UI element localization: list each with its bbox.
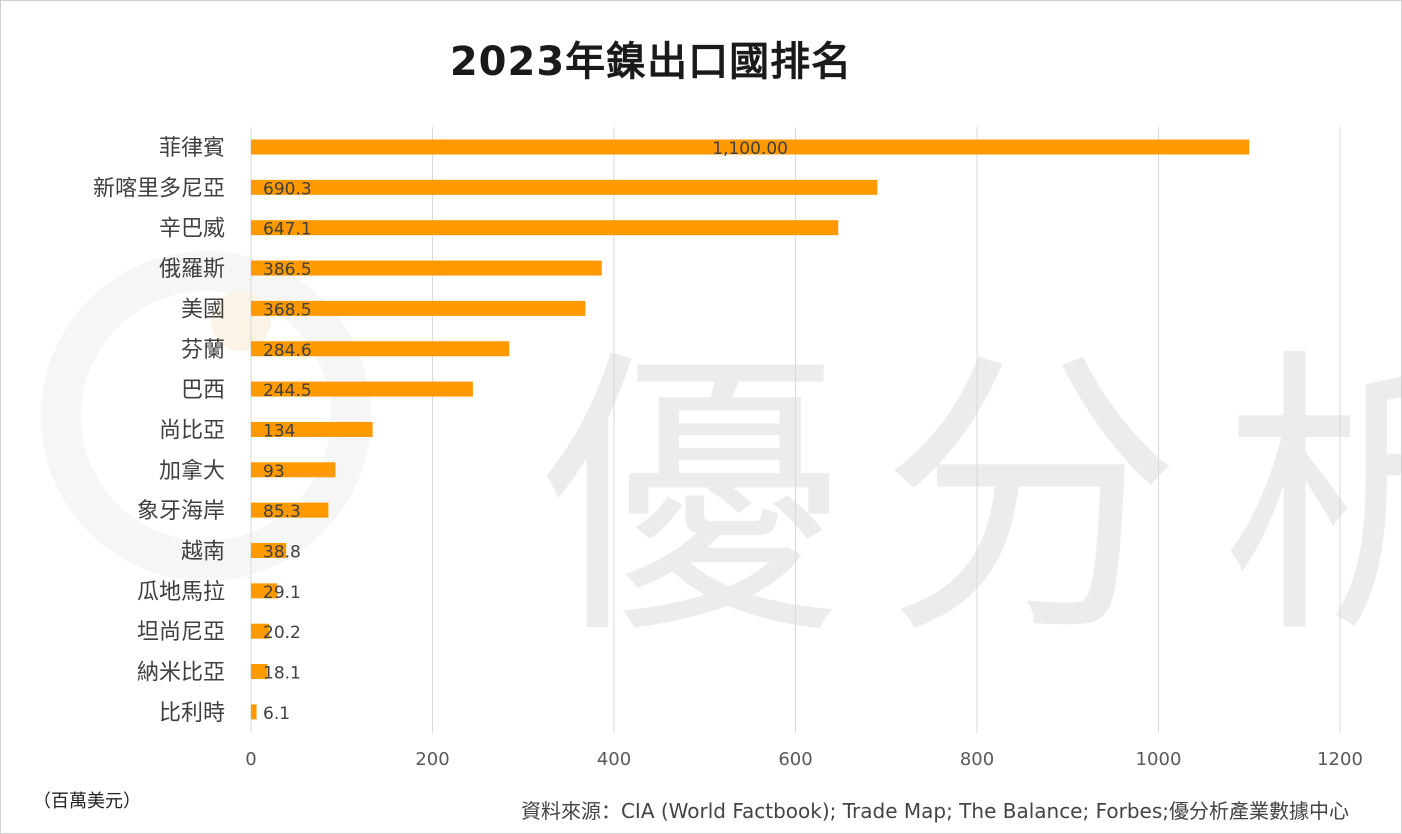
x-tick-label: 0 [245, 749, 256, 770]
chart-title: 2023年鎳出口國排名 [449, 39, 853, 85]
data-label: 93 [263, 462, 285, 482]
category-label: 象牙海岸 [137, 499, 225, 524]
category-label: 瓜地馬拉 [137, 580, 225, 605]
bar [251, 462, 336, 478]
category-label: 美國 [181, 297, 225, 322]
bar [251, 381, 473, 397]
source-note: 資料來源：CIA (World Factbook); Trade Map; Th… [520, 799, 1349, 823]
data-label: 134 [263, 421, 295, 441]
category-label: 辛巴威 [159, 217, 225, 242]
category-label: 納米比亞 [137, 661, 225, 686]
bar [251, 341, 510, 357]
category-label: 俄羅斯 [159, 257, 225, 282]
data-label: 284.6 [263, 341, 312, 361]
category-label: 坦尚尼亞 [137, 620, 225, 645]
data-label: 18.1 [263, 664, 301, 684]
bar [251, 220, 839, 236]
data-label: 38.8 [263, 543, 301, 563]
category-label: 新喀里多尼亞 [93, 176, 225, 201]
data-label: 244.5 [263, 381, 312, 401]
data-label: 368.5 [263, 300, 312, 320]
category-label: 芬蘭 [181, 338, 225, 363]
category-label: 菲律賓 [159, 136, 225, 161]
bar [251, 421, 373, 437]
bar [251, 300, 586, 316]
data-label: 20.2 [263, 623, 301, 643]
x-tick-label: 800 [960, 749, 994, 770]
data-label: 386.5 [263, 260, 312, 280]
category-label: 加拿大 [159, 458, 225, 484]
x-tick-label: 600 [778, 749, 812, 770]
bar [251, 704, 257, 720]
bar [251, 179, 878, 195]
category-label: 尚比亞 [159, 418, 225, 443]
data-label: 690.3 [263, 179, 312, 199]
data-label: 1,100.00 [712, 139, 788, 159]
data-label: 6.1 [263, 704, 290, 724]
bar [251, 664, 268, 680]
unit-label: （百萬美元） [33, 791, 141, 812]
bar [251, 623, 270, 639]
data-label: 647.1 [263, 220, 312, 240]
data-label: 85.3 [263, 502, 301, 522]
x-tick-label: 200 [415, 749, 449, 770]
bar [251, 502, 329, 518]
bar [251, 260, 602, 276]
x-tick-label: 1200 [1317, 749, 1363, 770]
category-label: 越南 [181, 540, 225, 565]
bar [251, 583, 278, 599]
category-label: 比利時 [159, 701, 225, 726]
data-label: 29.1 [263, 583, 301, 603]
bar [251, 543, 287, 558]
category-label: 巴西 [181, 378, 225, 403]
x-tick-label: 1000 [1136, 749, 1182, 770]
x-tick-label: 400 [597, 749, 631, 770]
bar [251, 139, 1250, 155]
